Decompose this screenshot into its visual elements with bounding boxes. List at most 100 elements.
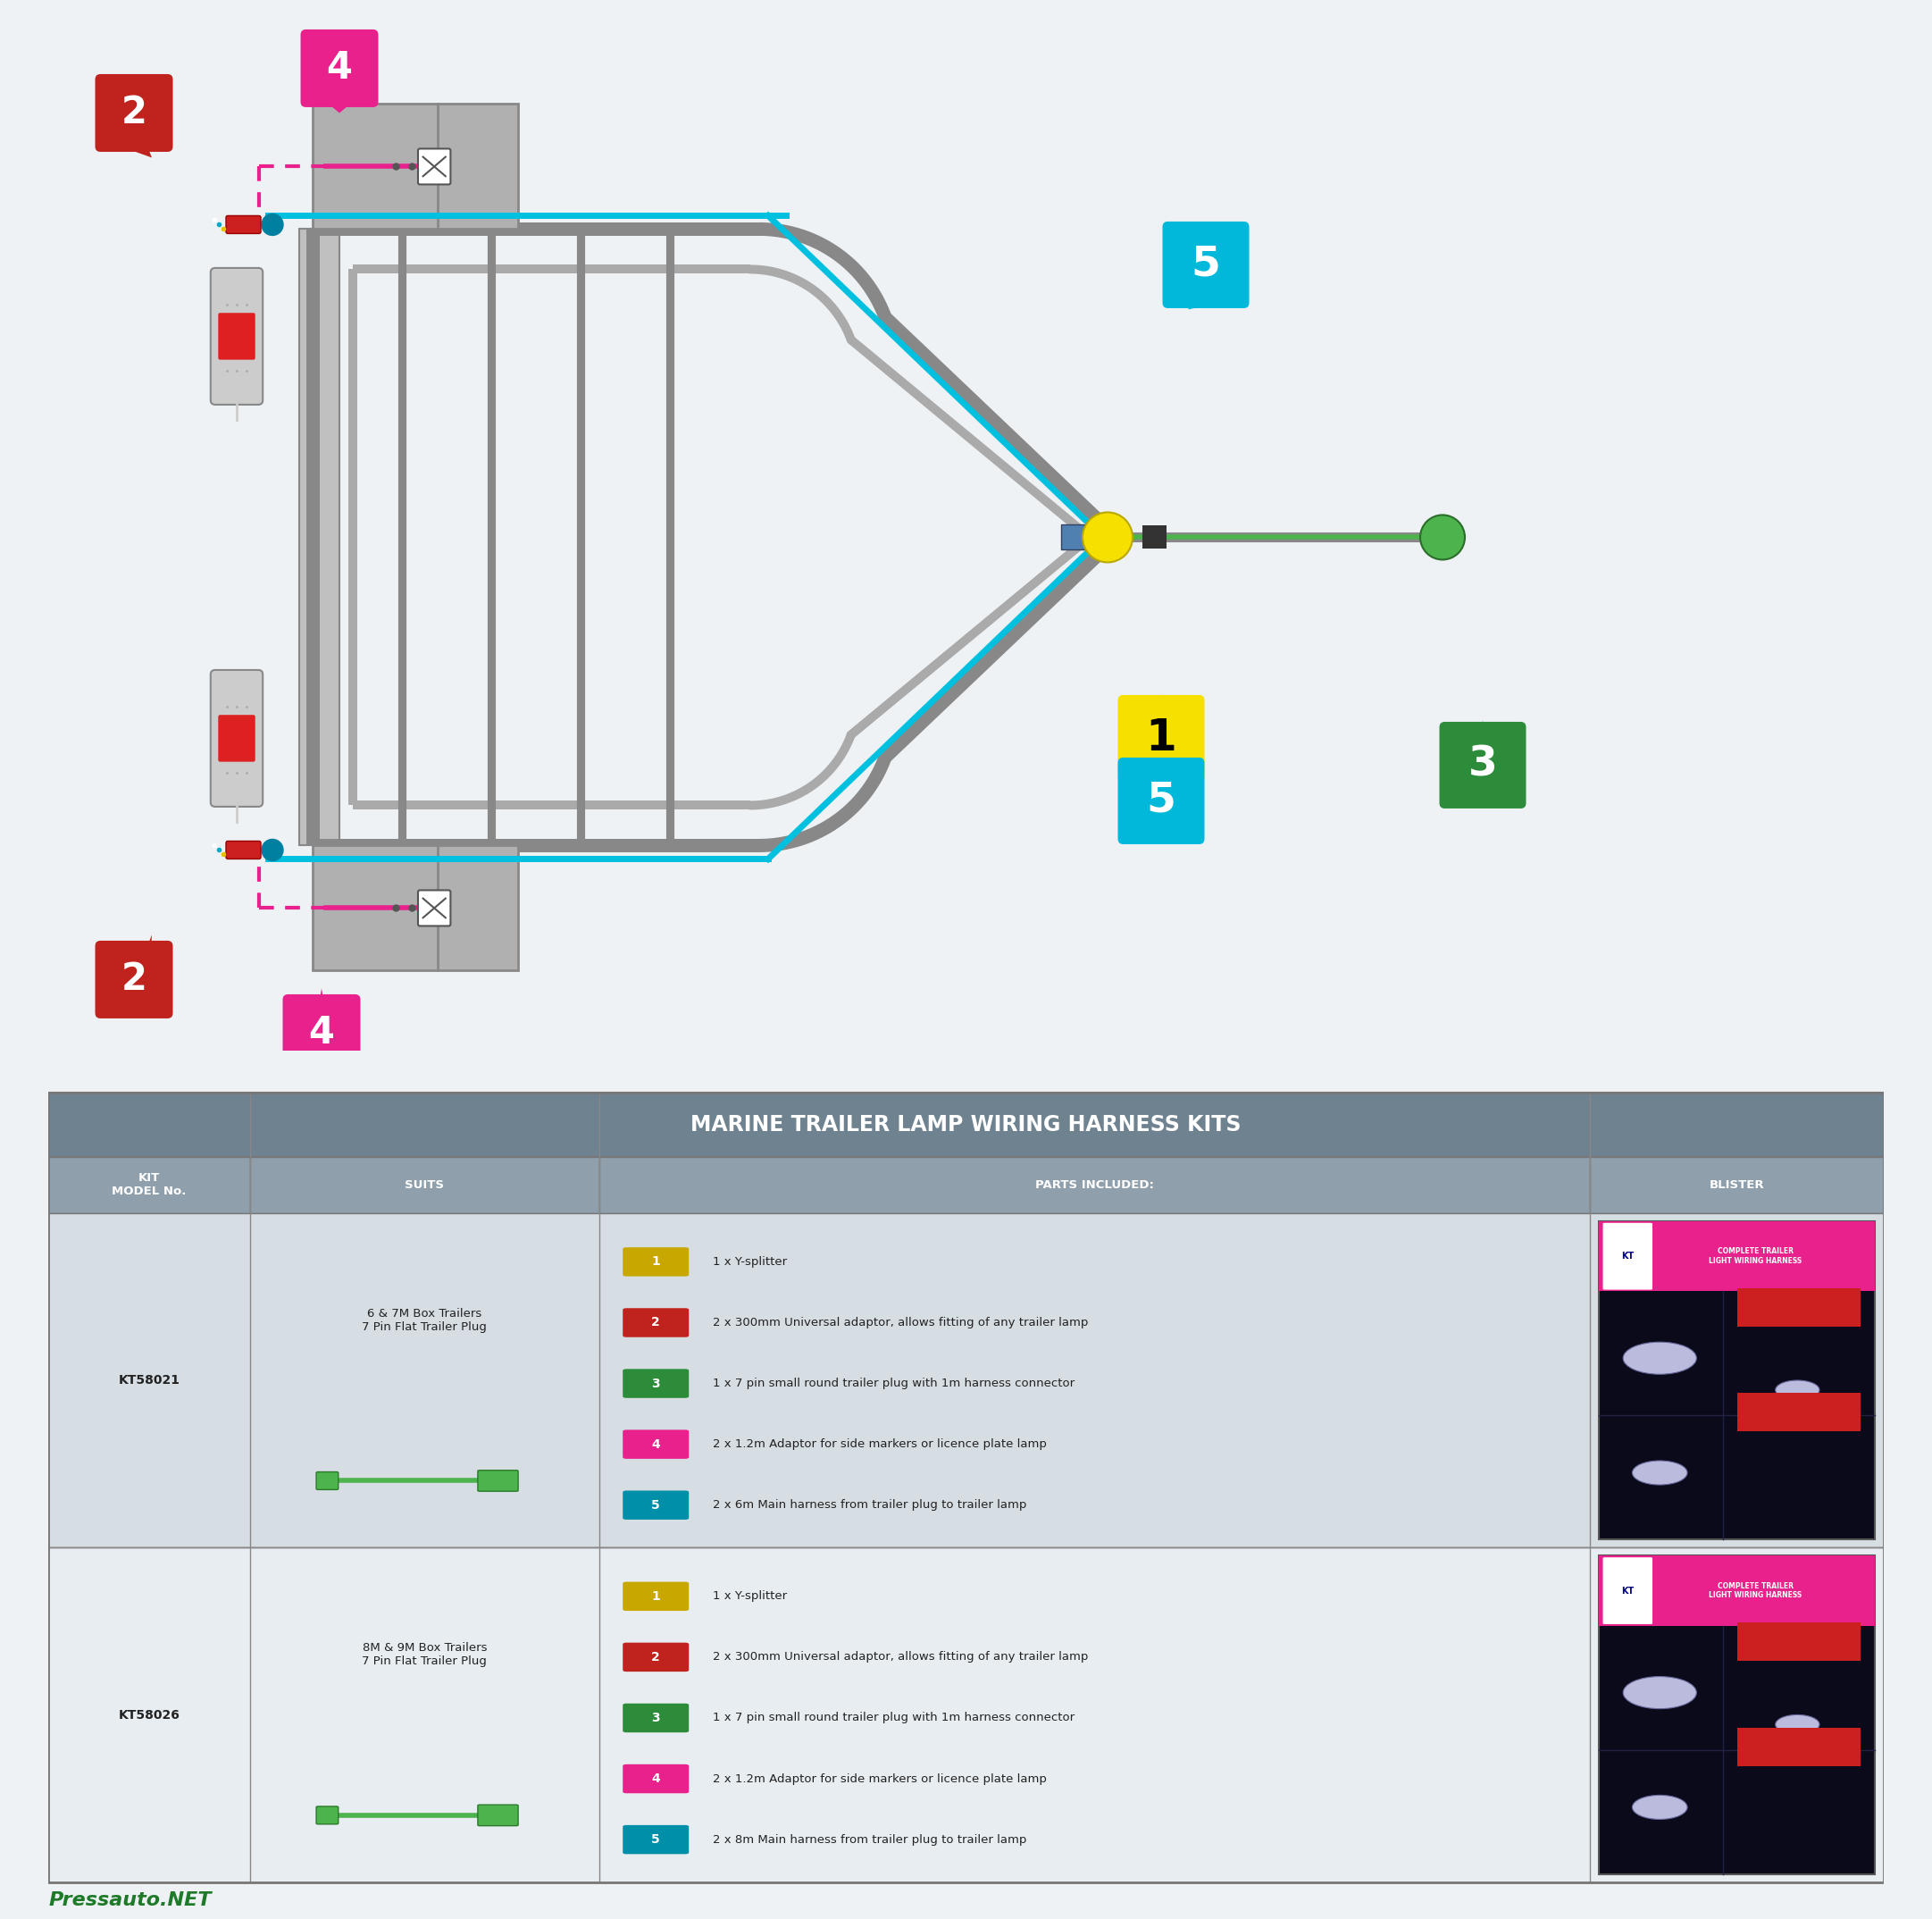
Text: 3: 3 [1468,745,1497,785]
Polygon shape [120,935,153,1013]
FancyBboxPatch shape [317,1472,338,1489]
FancyBboxPatch shape [282,994,361,1073]
Circle shape [1633,1460,1687,1485]
Polygon shape [1148,693,1175,777]
Polygon shape [1470,720,1495,804]
Bar [599,1157,1590,1213]
Text: BLISTER: BLISTER [1710,1178,1764,1192]
FancyBboxPatch shape [622,1368,690,1397]
Text: 4: 4 [327,50,352,86]
Text: KIT
MODEL No.: KIT MODEL No. [112,1173,187,1197]
FancyBboxPatch shape [218,313,255,359]
Text: 2 x 300mm Universal adaptor, allows fitting of any trailer lamp: 2 x 300mm Universal adaptor, allows fitt… [713,1316,1088,1328]
Text: 5: 5 [651,1833,661,1846]
Bar [1600,1556,1874,1625]
FancyBboxPatch shape [622,1704,690,1733]
Text: 1: 1 [651,1591,661,1602]
Polygon shape [327,102,354,113]
Polygon shape [1188,303,1219,309]
Text: 5: 5 [1146,781,1177,821]
Text: 1 x Y-splitter: 1 x Y-splitter [713,1591,786,1602]
Bar [249,1157,599,1213]
FancyBboxPatch shape [313,846,518,971]
FancyBboxPatch shape [211,269,263,405]
FancyBboxPatch shape [622,1491,690,1520]
Bar [1737,1393,1861,1432]
Text: 4: 4 [309,1015,334,1052]
Bar [48,1213,1884,1547]
Text: KT: KT [1621,1587,1634,1595]
FancyBboxPatch shape [622,1581,690,1610]
FancyBboxPatch shape [218,716,255,762]
FancyBboxPatch shape [1142,526,1167,549]
Bar [1590,1157,1884,1213]
Polygon shape [120,146,153,157]
Bar [48,1157,249,1213]
FancyBboxPatch shape [1439,722,1526,808]
FancyBboxPatch shape [301,29,379,107]
FancyBboxPatch shape [313,104,518,228]
Text: 2: 2 [122,94,147,132]
Bar [48,1092,1884,1157]
Text: 2: 2 [651,1316,661,1330]
FancyBboxPatch shape [622,1247,690,1276]
FancyBboxPatch shape [1119,695,1204,781]
Text: 3: 3 [651,1378,661,1389]
Bar [1737,1623,1861,1660]
Text: SUITS: SUITS [406,1178,444,1192]
Text: 6 & 7M Box Trailers
7 Pin Flat Trailer Plug: 6 & 7M Box Trailers 7 Pin Flat Trailer P… [361,1307,487,1332]
FancyBboxPatch shape [622,1309,690,1338]
FancyBboxPatch shape [622,1430,690,1458]
Text: 2 x 1.2m Adaptor for side markers or licence plate lamp: 2 x 1.2m Adaptor for side markers or lic… [713,1439,1047,1451]
FancyBboxPatch shape [1163,221,1250,309]
Text: 2 x 300mm Universal adaptor, allows fitting of any trailer lamp: 2 x 300mm Universal adaptor, allows fitt… [713,1652,1088,1664]
Text: 3: 3 [651,1712,661,1723]
Text: KT58021: KT58021 [118,1374,180,1387]
Text: 2 x 1.2m Adaptor for side markers or licence plate lamp: 2 x 1.2m Adaptor for side markers or lic… [713,1773,1047,1785]
Polygon shape [309,988,334,1067]
FancyBboxPatch shape [95,940,172,1019]
Bar [1737,1727,1861,1765]
Polygon shape [1148,756,1175,839]
FancyBboxPatch shape [317,1806,338,1825]
Text: KT58026: KT58026 [118,1708,180,1721]
Bar [1600,1220,1874,1539]
Text: 2: 2 [122,961,147,998]
Text: COMPLETE TRAILER
LIGHT WIRING HARNESS: COMPLETE TRAILER LIGHT WIRING HARNESS [1708,1581,1803,1599]
Circle shape [1623,1677,1696,1708]
Text: 1: 1 [651,1255,661,1268]
Text: 1 x 7 pin small round trailer plug with 1m harness connector: 1 x 7 pin small round trailer plug with … [713,1378,1074,1389]
Bar [48,1547,1884,1883]
FancyBboxPatch shape [226,841,261,860]
FancyBboxPatch shape [1119,758,1204,844]
Text: 1 x Y-splitter: 1 x Y-splitter [713,1257,786,1268]
Circle shape [1633,1794,1687,1819]
Text: KT: KT [1621,1251,1634,1261]
FancyBboxPatch shape [477,1804,518,1825]
Text: MARINE TRAILER LAMP WIRING HARNESS KITS: MARINE TRAILER LAMP WIRING HARNESS KITS [690,1113,1242,1136]
Circle shape [1420,514,1464,560]
FancyBboxPatch shape [477,1470,518,1491]
FancyBboxPatch shape [622,1764,690,1792]
Circle shape [1776,1716,1820,1735]
Circle shape [1623,1341,1696,1374]
Text: COMPLETE TRAILER
LIGHT WIRING HARNESS: COMPLETE TRAILER LIGHT WIRING HARNESS [1708,1247,1803,1265]
FancyBboxPatch shape [211,670,263,806]
Text: 2: 2 [651,1650,661,1664]
FancyBboxPatch shape [1061,524,1101,551]
FancyBboxPatch shape [1604,1222,1652,1290]
Text: 4: 4 [651,1437,661,1451]
Text: 1: 1 [1146,718,1177,760]
Text: 2 x 6m Main harness from trailer plug to trailer lamp: 2 x 6m Main harness from trailer plug to… [713,1499,1026,1510]
Text: Pressauto.NET: Pressauto.NET [48,1892,211,1909]
FancyBboxPatch shape [1604,1558,1652,1623]
Text: PARTS INCLUDED:: PARTS INCLUDED: [1036,1178,1153,1192]
FancyBboxPatch shape [226,215,261,234]
FancyBboxPatch shape [95,75,172,152]
Text: 2 x 8m Main harness from trailer plug to trailer lamp: 2 x 8m Main harness from trailer plug to… [713,1835,1026,1846]
FancyBboxPatch shape [299,228,340,846]
Bar [1600,1556,1874,1875]
Text: 5: 5 [1192,246,1221,284]
Circle shape [261,213,284,236]
Text: 4: 4 [651,1773,661,1785]
